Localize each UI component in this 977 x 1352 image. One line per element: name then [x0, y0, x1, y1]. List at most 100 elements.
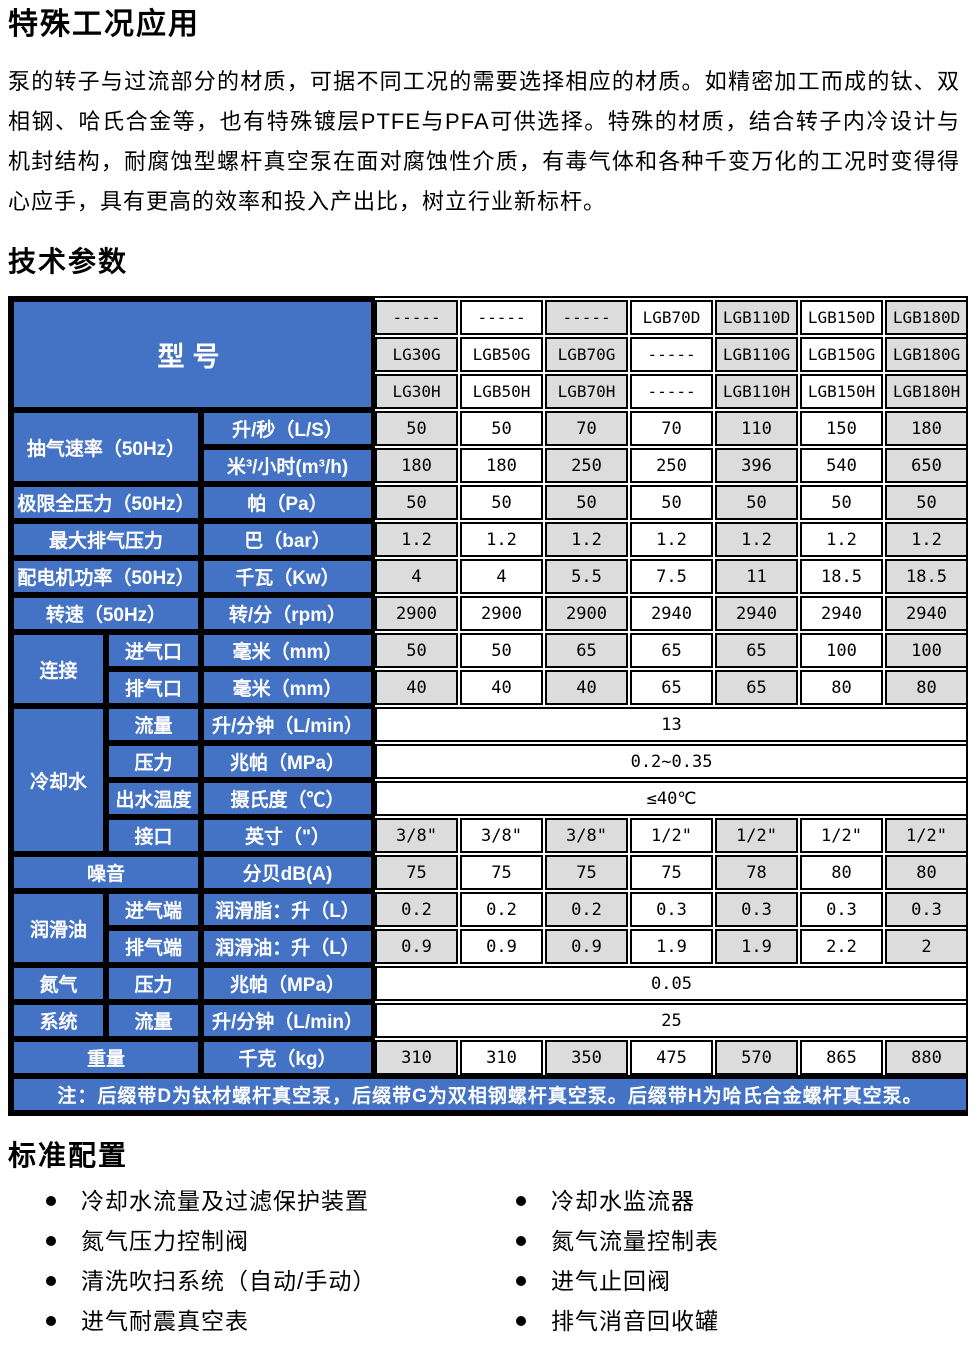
config-item-label: 氮气压力控制阀: [81, 1228, 249, 1254]
value-cell: 75: [630, 855, 714, 890]
value-cell: 150: [800, 411, 884, 446]
value-cell: 1.2: [460, 522, 544, 557]
value-cell: 50: [375, 411, 459, 446]
value-cell: 78: [715, 855, 799, 890]
unit-label-cell: 分贝dB(A): [202, 855, 374, 890]
spec-row-nitrogen-pressure: 氮气 压力 兆帕（MPa） 0.05: [12, 966, 966, 1001]
value-cell: 0.2: [460, 892, 544, 927]
bullet-icon: [46, 1236, 56, 1246]
standard-config-lists: 冷却水流量及过滤保护装置 氮气压力控制阀 清洗吹扫系统（自动/手动） 进气耐震真…: [8, 1186, 969, 1346]
spec-row-oil-exhaust: 排气端 润滑油：升（L） 0.9 0.9 0.9 1.9 1.9 2.2 2: [12, 929, 966, 964]
spec-table: 型号 ----- ----- ----- LGB70D LGB110D LGB1…: [10, 298, 966, 1114]
config-list-item: 氮气流量控制表: [516, 1226, 719, 1256]
value-cell: 80: [885, 855, 966, 890]
value-cell: 50: [375, 485, 459, 520]
section-title-special-applications: 特殊工况应用: [8, 8, 200, 41]
config-list-item: 氮气压力控制阀: [46, 1226, 516, 1256]
model-cell: LGB50G: [460, 337, 544, 372]
group-label-cell: 配电机功率（50Hz）: [12, 559, 200, 594]
sub-label-cell: 压力: [107, 744, 200, 779]
value-cell: 1.2: [885, 522, 966, 557]
sub-label-cell: 出水温度: [107, 781, 200, 816]
model-cell: -----: [375, 300, 459, 335]
value-cell: 180: [375, 448, 459, 483]
value-cell: 50: [630, 485, 714, 520]
section-title-technical-parameters: 技术参数: [8, 246, 129, 277]
value-cell: 75: [375, 855, 459, 890]
unit-label-cell: 巴（bar）: [202, 522, 374, 557]
sub-label-cell: 排气口: [107, 670, 200, 705]
sub-label-cell: 进气端: [107, 892, 200, 927]
value-cell: 0.3: [800, 892, 884, 927]
value-cell: 396: [715, 448, 799, 483]
value-cell: 3/8": [460, 818, 544, 853]
sub-label-cell: 流量: [107, 1003, 200, 1038]
config-list-left: 冷却水流量及过滤保护装置 氮气压力控制阀 清洗吹扫系统（自动/手动） 进气耐震真…: [46, 1186, 516, 1346]
merged-value-cell: 13: [375, 707, 966, 742]
merged-value-cell: 0.05: [375, 966, 966, 1001]
config-list-item: 排气消音回收罐: [516, 1306, 719, 1336]
value-cell: 75: [460, 855, 544, 890]
value-cell: 7.5: [630, 559, 714, 594]
value-cell: 80: [800, 855, 884, 890]
value-cell: 180: [460, 448, 544, 483]
value-cell: 70: [630, 411, 714, 446]
config-list-item: 清洗吹扫系统（自动/手动）: [46, 1266, 516, 1296]
value-cell: 65: [630, 633, 714, 668]
value-cell: 540: [800, 448, 884, 483]
value-cell: 40: [375, 670, 459, 705]
model-cell: LGB70G: [545, 337, 629, 372]
merged-value-cell: ≤40℃: [375, 781, 966, 816]
value-cell: 100: [885, 633, 966, 668]
value-cell: 310: [460, 1040, 544, 1075]
value-cell: 80: [885, 670, 966, 705]
value-cell: 50: [800, 485, 884, 520]
value-cell: 80: [800, 670, 884, 705]
value-cell: 250: [545, 448, 629, 483]
value-cell: 40: [545, 670, 629, 705]
value-cell: 50: [375, 633, 459, 668]
model-cell: LGB110D: [715, 300, 799, 335]
value-cell: 0.9: [545, 929, 629, 964]
unit-label-cell: 转/分（rpm）: [202, 596, 374, 631]
config-item-label: 清洗吹扫系统（自动/手动）: [81, 1268, 377, 1294]
unit-label-cell: 升/分钟（L/min）: [202, 707, 374, 742]
bullet-icon: [516, 1276, 526, 1286]
value-cell: 310: [375, 1040, 459, 1075]
value-cell: 4: [460, 559, 544, 594]
model-cell: LGB50H: [460, 374, 544, 409]
config-item-label: 冷却水流量及过滤保护装置: [81, 1188, 369, 1214]
value-cell: 1.2: [715, 522, 799, 557]
spec-row-cooling-outlet-temp: 出水温度 摄氏度（℃） ≤40℃: [12, 781, 966, 816]
value-cell: 65: [715, 633, 799, 668]
unit-label-cell: 毫米（mm）: [202, 670, 374, 705]
section-title-standard-config: 标准配置: [8, 1140, 129, 1171]
model-cell: LGB180D: [885, 300, 966, 335]
config-item-label: 进气止回阀: [551, 1268, 671, 1294]
value-cell: 350: [545, 1040, 629, 1075]
model-cell: LGB180G: [885, 337, 966, 372]
value-cell: 865: [800, 1040, 884, 1075]
value-cell: 65: [715, 670, 799, 705]
config-item-label: 进气耐震真空表: [81, 1308, 249, 1334]
spec-row-max-exhaust-pressure: 最大排气压力 巴（bar） 1.2 1.2 1.2 1.2 1.2 1.2 1.…: [12, 522, 966, 557]
value-cell: 250: [630, 448, 714, 483]
value-cell: 18.5: [800, 559, 884, 594]
model-row-g: LG30G LGB50G LGB70G ----- LGB110G LGB150…: [12, 337, 966, 372]
note-text: 注：后缀带D为钛材螺杆真空泵，后缀带G为双相钢螺杆真空泵。后缀带H为哈氏合金螺杆…: [12, 1077, 966, 1112]
group-label-cell: 转速（50Hz）: [12, 596, 200, 631]
unit-label-cell: 米³/小时(m³/h): [202, 448, 374, 483]
unit-label-cell: 润滑油：升（L）: [202, 929, 374, 964]
value-cell: 75: [545, 855, 629, 890]
spec-row-inlet-port: 连接 进气口 毫米（mm） 50 50 65 65 65 100 100: [12, 633, 966, 705]
sub-label-cell: 压力: [107, 966, 200, 1001]
value-cell: 50: [885, 485, 966, 520]
intro-paragraph: 泵的转子与过流部分的材质，可据不同工况的需要选择相应的材质。如精密加工而成的钛、…: [8, 69, 960, 214]
value-cell: 3/8": [545, 818, 629, 853]
value-cell: 0.3: [715, 892, 799, 927]
value-cell: 570: [715, 1040, 799, 1075]
value-cell: 40: [460, 670, 544, 705]
unit-label-cell: 千克（kg）: [202, 1040, 374, 1075]
model-cell: LGB150H: [800, 374, 884, 409]
value-cell: 1/2": [715, 818, 799, 853]
